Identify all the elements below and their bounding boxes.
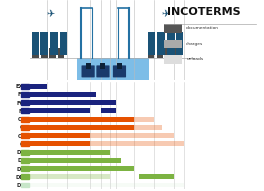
Bar [60, 32, 68, 55]
Text: unloads: unloads [186, 57, 203, 61]
Bar [21, 133, 29, 138]
Bar [165, 48, 171, 58]
Bar [21, 141, 29, 146]
Bar [41, 48, 48, 58]
Bar [21, 125, 29, 130]
Bar [58, 48, 64, 58]
FancyBboxPatch shape [96, 65, 110, 77]
Bar [167, 32, 175, 55]
Bar [30, 117, 154, 122]
Bar [164, 24, 182, 33]
Bar [21, 84, 29, 89]
Bar [164, 40, 182, 48]
Bar [173, 48, 180, 58]
Text: ✈: ✈ [162, 9, 170, 19]
Bar [30, 117, 134, 122]
Bar [49, 48, 56, 58]
Bar [30, 133, 174, 138]
Bar [21, 166, 29, 171]
Text: INCOTERMS: INCOTERMS [167, 7, 240, 17]
Bar [77, 58, 149, 80]
Bar [157, 48, 163, 58]
Bar [164, 55, 182, 64]
Bar [139, 174, 174, 179]
Bar [30, 183, 184, 187]
Bar [176, 32, 183, 55]
Bar [30, 108, 90, 113]
Bar [30, 150, 110, 155]
Bar [30, 92, 96, 97]
Bar [21, 100, 29, 105]
FancyBboxPatch shape [82, 65, 95, 77]
Bar [157, 32, 165, 55]
Bar [148, 48, 154, 58]
Bar [32, 48, 39, 58]
Bar [50, 32, 58, 55]
Bar [21, 108, 29, 113]
Bar [30, 100, 116, 105]
Bar [32, 32, 39, 55]
Bar [30, 141, 184, 146]
Bar [21, 183, 29, 187]
Bar [21, 150, 29, 155]
Text: charges: charges [186, 42, 204, 46]
Text: ✈: ✈ [46, 9, 54, 19]
Bar [21, 174, 29, 179]
Bar [30, 84, 47, 89]
Bar [30, 174, 110, 179]
Bar [21, 117, 29, 122]
Bar [86, 63, 91, 69]
Bar [148, 32, 155, 55]
Bar [21, 92, 29, 97]
Bar [101, 63, 105, 69]
Bar [117, 63, 122, 69]
Bar [30, 125, 134, 130]
Bar [30, 141, 90, 146]
Bar [30, 158, 121, 163]
Bar [101, 108, 116, 113]
Bar [30, 166, 134, 171]
Bar [40, 32, 48, 55]
Bar [30, 133, 90, 138]
FancyBboxPatch shape [113, 65, 126, 77]
Text: documentation: documentation [186, 26, 219, 30]
Bar [30, 125, 162, 130]
Bar [21, 158, 29, 163]
